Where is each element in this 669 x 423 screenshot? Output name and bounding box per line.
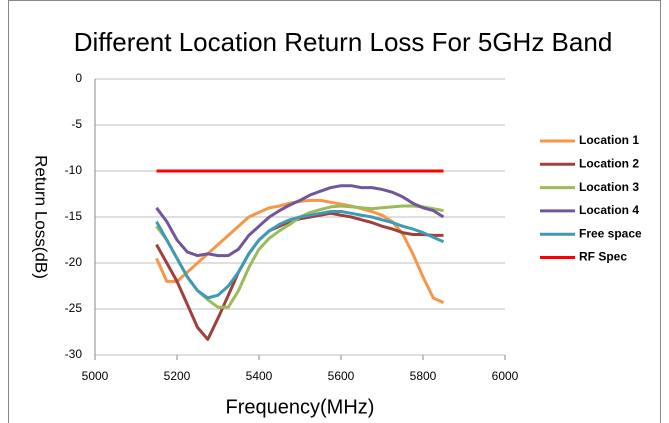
y-tick-label: -5 [71, 117, 82, 131]
y-tick-label: 0 [75, 71, 82, 85]
x-tick-label: 5000 [82, 369, 109, 383]
legend-label: Location 3 [579, 180, 639, 194]
series-line [155, 210, 445, 300]
x-tick-label: 6000 [492, 369, 519, 383]
legend-label: Location 2 [579, 156, 639, 170]
x-tick-label: 5200 [164, 369, 191, 383]
x-tick-label: 5600 [328, 369, 355, 383]
legend-label: RF Spec [579, 250, 627, 264]
y-tick-label: -25 [65, 301, 83, 315]
y-axis-label: Return Loss(dB) [32, 155, 51, 279]
legend-label: Free space [579, 226, 642, 240]
legend-label: Location 1 [579, 133, 639, 147]
x-tick-label: 5400 [246, 369, 273, 383]
legend-label: Location 4 [579, 203, 639, 217]
y-tick-label: -10 [65, 163, 83, 177]
series-line [155, 184, 445, 258]
y-tick-label: -15 [65, 209, 83, 223]
y-tick-label: -20 [65, 255, 83, 269]
x-tick-label: 5800 [410, 369, 437, 383]
y-tick-label: -30 [65, 347, 83, 361]
chart-title: Different Location Return Loss For 5GHz … [74, 27, 613, 57]
x-axis-label: Frequency(MHz) [226, 396, 375, 418]
